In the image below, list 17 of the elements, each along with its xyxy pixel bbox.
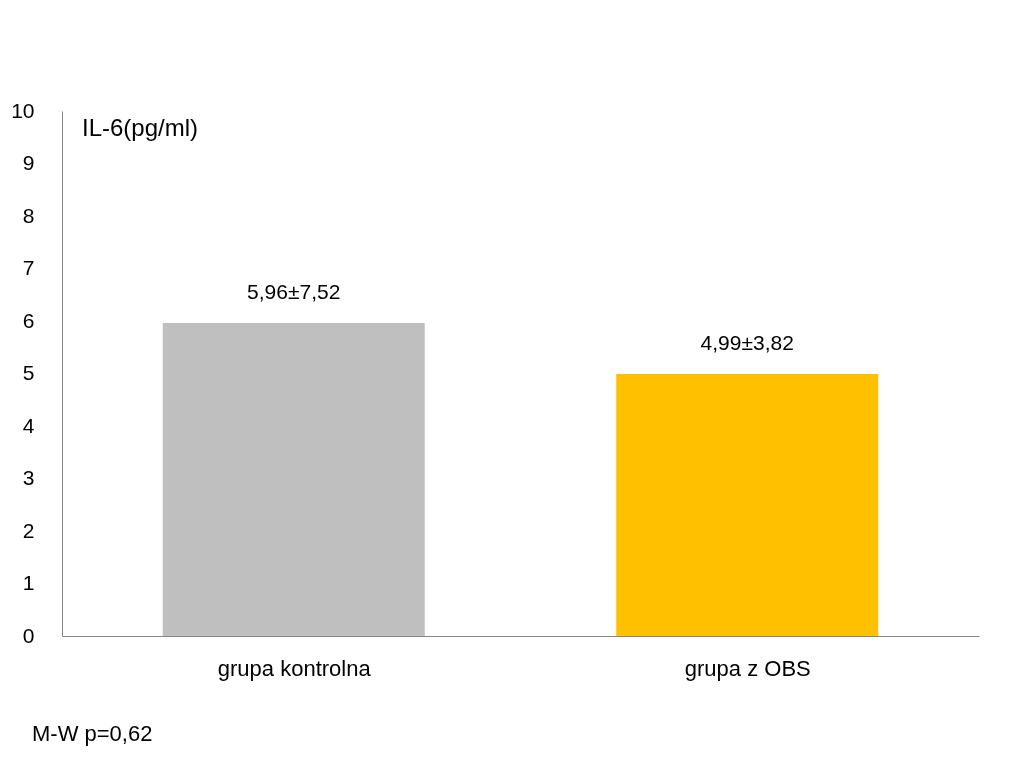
y-tick-label: 5 <box>22 361 35 384</box>
y-tick-label: 8 <box>22 203 35 227</box>
y-tick-label: 6 <box>22 308 35 332</box>
x-tick-label: grupa kontrolna <box>217 655 372 681</box>
y-axis-title: IL-6(pg/ml) <box>82 114 199 141</box>
y-tick-label: 10 <box>11 98 35 122</box>
y-tick-label: 9 <box>22 151 35 174</box>
y-tick-label: 0 <box>22 623 35 647</box>
x-tick-label: grupa z OBS <box>684 655 811 681</box>
y-tick-label: 4 <box>22 413 35 437</box>
y-tick-label: 3 <box>22 466 35 489</box>
data-label: 4,99±3,82 <box>700 331 794 355</box>
y-tick-label: 7 <box>22 256 35 279</box>
data-label: 5,96±7,52 <box>247 280 341 304</box>
y-tick-label: 1 <box>22 571 35 594</box>
y-tick-label: 2 <box>22 518 35 542</box>
text: M-W p=0,62 <box>32 721 153 746</box>
